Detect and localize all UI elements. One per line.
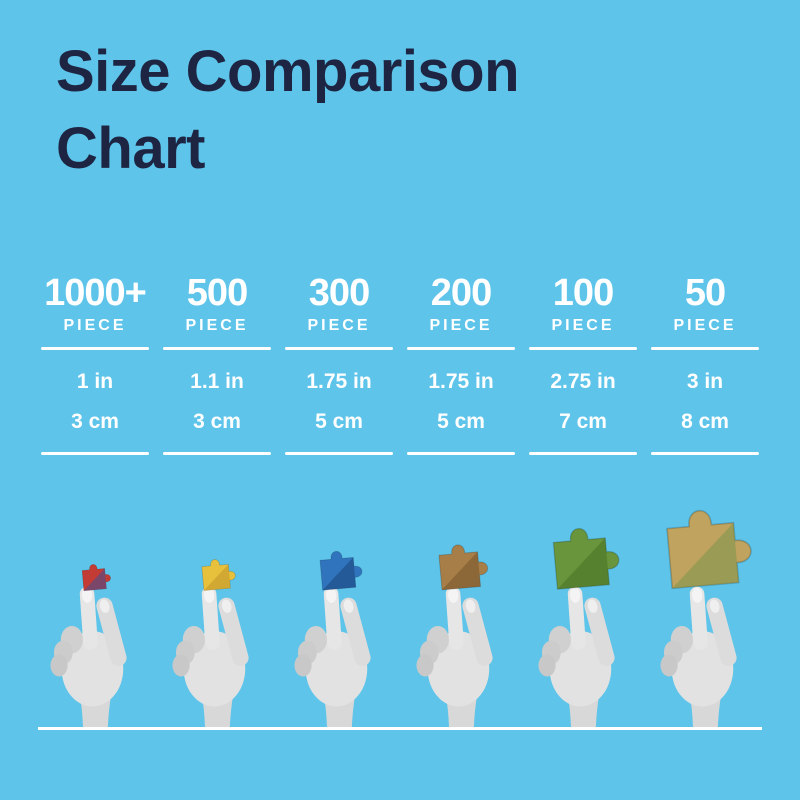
piece-count: 300 xyxy=(308,272,370,314)
divider-line xyxy=(285,347,393,350)
baseline xyxy=(38,727,762,730)
size-column-1000: 1000+ PIECE 1 in 3 cm xyxy=(38,272,152,727)
hand-figure xyxy=(282,461,396,727)
title-line-2: Chart xyxy=(56,115,205,181)
puzzle-piece-image xyxy=(319,550,363,591)
divider-line xyxy=(163,347,271,350)
divider-line xyxy=(285,452,393,455)
size-cm: 3 cm xyxy=(71,410,119,433)
puzzle-piece-image xyxy=(552,527,620,590)
puzzle-piece-image xyxy=(81,564,111,592)
divider-line xyxy=(163,452,271,455)
divider-line xyxy=(529,347,637,350)
puzzle-piece-shade xyxy=(322,557,356,591)
size-inches: 1 in xyxy=(76,370,114,393)
piece-count: 200 xyxy=(430,272,492,314)
puzzle-piece-image xyxy=(201,559,236,591)
piece-label: PIECE xyxy=(429,317,493,334)
size-inches: 1.75 in xyxy=(428,370,494,393)
piece-label: PIECE xyxy=(551,317,615,334)
size-cm: 5 cm xyxy=(315,410,363,433)
divider-line xyxy=(407,452,515,455)
divider-line xyxy=(651,452,759,455)
puzzle-piece-image xyxy=(666,509,752,590)
size-columns: 1000+ PIECE 1 in 3 cm 500 PIECE 1.1 in 3… xyxy=(38,272,762,727)
size-cm: 5 cm xyxy=(437,410,485,433)
size-column-50: 50 PIECE 3 in 8 cm xyxy=(648,272,762,727)
piece-count: 100 xyxy=(552,272,614,314)
hand-figure xyxy=(38,461,152,727)
page-title: Size Comparison Chart xyxy=(56,34,520,187)
divider-line xyxy=(41,347,149,350)
puzzle-piece-shade xyxy=(672,522,739,589)
piece-count: 1000+ xyxy=(44,272,147,314)
size-column-300: 300 PIECE 1.75 in 5 cm xyxy=(282,272,396,727)
size-column-100: 100 PIECE 2.75 in 7 cm xyxy=(526,272,640,727)
puzzle-piece-shade xyxy=(203,564,231,591)
size-inches: 2.75 in xyxy=(550,370,616,393)
puzzle-piece-shade xyxy=(83,568,107,591)
piece-count: 50 xyxy=(684,272,726,314)
puzzle-piece-shade xyxy=(557,538,610,590)
size-column-500: 500 PIECE 1.1 in 3 cm xyxy=(160,272,274,727)
divider-line xyxy=(41,452,149,455)
size-inches: 3 in xyxy=(686,370,724,393)
size-cm: 7 cm xyxy=(559,410,607,433)
size-cm: 3 cm xyxy=(193,410,241,433)
hand-figure xyxy=(404,461,518,727)
size-inches: 1.1 in xyxy=(190,370,244,393)
hand-figure xyxy=(160,461,274,727)
title-line-1: Size Comparison xyxy=(56,39,520,104)
size-column-200: 200 PIECE 1.75 in 5 cm xyxy=(404,272,518,727)
piece-label: PIECE xyxy=(63,317,127,334)
size-cm: 8 cm xyxy=(681,410,729,433)
piece-label: PIECE xyxy=(673,317,737,334)
divider-line xyxy=(407,347,515,350)
puzzle-piece-image xyxy=(438,544,489,591)
divider-line xyxy=(529,452,637,455)
pinching-hand-image xyxy=(50,586,129,727)
pinching-hand-image xyxy=(172,586,251,727)
piece-count: 500 xyxy=(186,272,248,314)
hand-figure xyxy=(648,461,762,727)
hand-figure xyxy=(526,461,640,727)
size-inches: 1.75 in xyxy=(306,370,372,393)
divider-line xyxy=(651,347,759,350)
piece-label: PIECE xyxy=(185,317,249,334)
piece-label: PIECE xyxy=(307,317,371,334)
puzzle-piece-shade xyxy=(442,551,481,590)
